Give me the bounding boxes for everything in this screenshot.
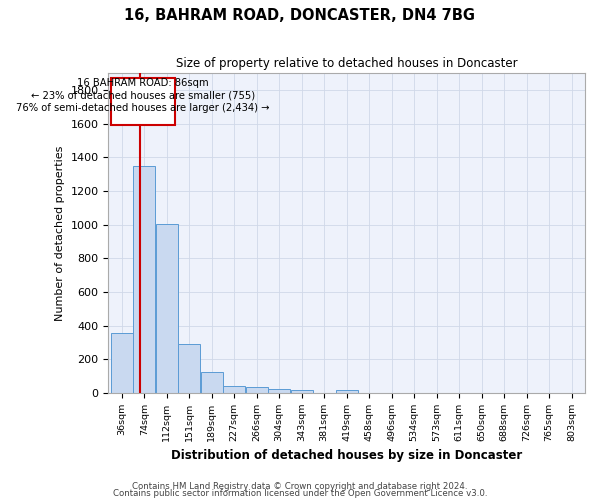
Text: 16 BAHRAM ROAD: 86sqm: 16 BAHRAM ROAD: 86sqm: [77, 78, 208, 88]
Text: 76% of semi-detached houses are larger (2,434) →: 76% of semi-detached houses are larger (…: [16, 103, 269, 113]
Bar: [246, 387, 268, 393]
Text: Contains public sector information licensed under the Open Government Licence v3: Contains public sector information licen…: [113, 489, 487, 498]
Y-axis label: Number of detached properties: Number of detached properties: [55, 146, 65, 320]
Bar: [156, 224, 178, 393]
Bar: [291, 390, 313, 393]
Text: 16, BAHRAM ROAD, DONCASTER, DN4 7BG: 16, BAHRAM ROAD, DONCASTER, DN4 7BG: [125, 8, 476, 22]
Bar: [110, 78, 175, 125]
Text: ← 23% of detached houses are smaller (755): ← 23% of detached houses are smaller (75…: [31, 90, 254, 101]
Bar: [223, 386, 245, 393]
Bar: [336, 390, 358, 393]
Bar: [201, 372, 223, 393]
Text: Contains HM Land Registry data © Crown copyright and database right 2024.: Contains HM Land Registry data © Crown c…: [132, 482, 468, 491]
X-axis label: Distribution of detached houses by size in Doncaster: Distribution of detached houses by size …: [171, 450, 522, 462]
Bar: [268, 388, 290, 393]
Bar: [133, 166, 155, 393]
Bar: [178, 344, 200, 393]
Bar: [111, 333, 133, 393]
Title: Size of property relative to detached houses in Doncaster: Size of property relative to detached ho…: [176, 58, 517, 70]
